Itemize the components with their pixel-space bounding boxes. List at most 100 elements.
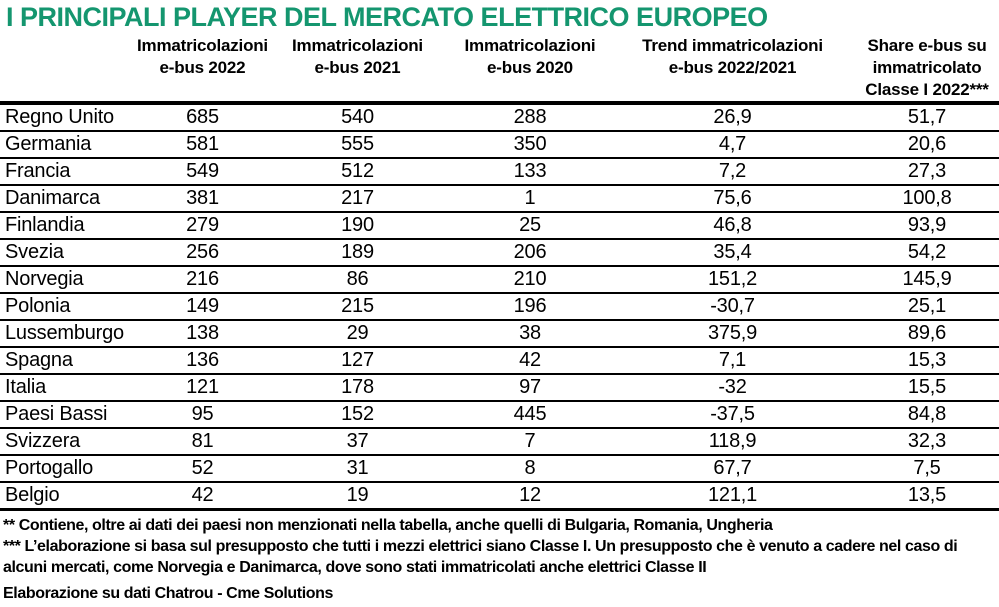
source-credit: Elaborazione su dati Chatrou - Cme Solut… bbox=[3, 585, 333, 602]
country-cell: Francia bbox=[0, 158, 140, 186]
country-cell: Germania bbox=[0, 131, 140, 159]
table-row: Francia 549 512 133 7,2 27,3 bbox=[0, 158, 999, 186]
value-cell: 685 bbox=[140, 103, 265, 132]
column-header: Immatricolazioni e-bus 2022 bbox=[137, 35, 268, 105]
table-row: Belgio 42 19 12 121,1 13,5 bbox=[0, 482, 999, 511]
country-cell: Svizzera bbox=[0, 428, 140, 456]
country-cell: Danimarca bbox=[0, 185, 140, 213]
value-cell: 555 bbox=[265, 131, 450, 159]
country-cell: Paesi Bassi bbox=[0, 401, 140, 429]
table-header: Immatricolazioni e-bus 2022 Immatricolazio… bbox=[0, 35, 999, 105]
value-cell: 52 bbox=[140, 455, 265, 483]
column-header-line: e-bus 2021 bbox=[314, 58, 401, 77]
value-cell: 1 bbox=[450, 185, 610, 213]
table-row: Lussemburgo 138 29 38 375,9 89,6 bbox=[0, 320, 999, 348]
value-cell: 581 bbox=[140, 131, 265, 159]
value-cell: -30,7 bbox=[610, 293, 855, 321]
value-cell: 136 bbox=[140, 347, 265, 375]
value-cell: 97 bbox=[450, 374, 610, 402]
value-cell: 89,6 bbox=[855, 320, 999, 348]
footnotes: ** Contiene, oltre ai dati dei paesi non… bbox=[3, 515, 999, 604]
table-row: Spagna 136 127 42 7,1 15,3 bbox=[0, 347, 999, 375]
value-cell: 189 bbox=[265, 239, 450, 267]
value-cell: -32 bbox=[610, 374, 855, 402]
value-cell: 127 bbox=[265, 347, 450, 375]
value-cell: 95 bbox=[140, 401, 265, 429]
column-header: Immatricolazioni e-bus 2021 bbox=[265, 35, 450, 105]
value-cell: 46,8 bbox=[610, 212, 855, 240]
value-cell: 215 bbox=[265, 293, 450, 321]
value-cell: 210 bbox=[450, 266, 610, 294]
value-cell: 13,5 bbox=[855, 482, 999, 511]
table-row: Polonia 149 215 196 -30,7 25,1 bbox=[0, 293, 999, 321]
country-cell: Regno Unito bbox=[0, 103, 140, 132]
value-cell: 15,5 bbox=[855, 374, 999, 402]
table-row: Germania 581 555 350 4,7 20,6 bbox=[0, 131, 999, 159]
value-cell: 42 bbox=[140, 482, 265, 511]
ebus-market-table: Immatricolazioni e-bus 2022 Immatricolazio… bbox=[0, 35, 999, 511]
table-body: Regno Unito 685 540 288 26,9 51,7 Germania 581 5… bbox=[0, 103, 999, 511]
table-row: Svezia 256 189 206 35,4 54,2 bbox=[0, 239, 999, 267]
table-row: Svizzera 81 37 7 118,9 32,3 bbox=[0, 428, 999, 456]
value-cell: 118,9 bbox=[610, 428, 855, 456]
value-cell: 12 bbox=[450, 482, 610, 511]
value-cell: 149 bbox=[140, 293, 265, 321]
figure-title: I PRINCIPALI PLAYER DEL MERCATO ELETTRIC… bbox=[6, 2, 768, 32]
column-header-line: Share e-bus su bbox=[867, 36, 987, 55]
value-cell: 121 bbox=[140, 374, 265, 402]
column-header-line: immatricolato bbox=[872, 58, 982, 77]
value-cell: 206 bbox=[450, 239, 610, 267]
table-row: Regno Unito 685 540 288 26,9 51,7 bbox=[0, 103, 999, 132]
value-cell: 4,7 bbox=[610, 131, 855, 159]
value-cell: 100,8 bbox=[855, 185, 999, 213]
value-cell: 7,1 bbox=[610, 347, 855, 375]
column-header: Trend immatricolazioni e-bus 2022/2021 bbox=[610, 35, 855, 105]
value-cell: 42 bbox=[450, 347, 610, 375]
value-cell: 121,1 bbox=[610, 482, 855, 511]
table-row: Paesi Bassi 95 152 445 -37,5 84,8 bbox=[0, 401, 999, 429]
column-header-line: Trend immatricolazioni bbox=[642, 36, 823, 55]
table-row: Italia 121 178 97 -32 15,5 bbox=[0, 374, 999, 402]
value-cell: 37 bbox=[265, 428, 450, 456]
value-cell: 381 bbox=[140, 185, 265, 213]
value-cell: 25 bbox=[450, 212, 610, 240]
value-cell: 35,4 bbox=[610, 239, 855, 267]
value-cell: 15,3 bbox=[855, 347, 999, 375]
table-header-row: Immatricolazioni e-bus 2022 Immatricolazio… bbox=[0, 35, 999, 105]
table-row: Danimarca 381 217 1 75,6 100,8 bbox=[0, 185, 999, 213]
value-cell: 75,6 bbox=[610, 185, 855, 213]
footnote-triple-asterisk: *** L’elaborazione si basa sul presuppos… bbox=[3, 538, 958, 576]
value-cell: 93,9 bbox=[855, 212, 999, 240]
column-header-line: Immatricolazioni bbox=[137, 36, 268, 55]
column-header-line: Immatricolazioni bbox=[464, 36, 596, 55]
table-row: Portogallo 52 31 8 67,7 7,5 bbox=[0, 455, 999, 483]
country-cell: Finlandia bbox=[0, 212, 140, 240]
country-cell: Spagna bbox=[0, 347, 140, 375]
value-cell: 19 bbox=[265, 482, 450, 511]
country-cell: Polonia bbox=[0, 293, 140, 321]
table-row: Norvegia 216 86 210 151,2 145,9 bbox=[0, 266, 999, 294]
value-cell: 512 bbox=[265, 158, 450, 186]
value-cell: 145,9 bbox=[855, 266, 999, 294]
value-cell: 25,1 bbox=[855, 293, 999, 321]
value-cell: 540 bbox=[265, 103, 450, 132]
column-header-line: e-bus 2022/2021 bbox=[668, 58, 797, 77]
value-cell: 152 bbox=[265, 401, 450, 429]
value-cell: 7,5 bbox=[855, 455, 999, 483]
value-cell: 29 bbox=[265, 320, 450, 348]
country-cell: Lussemburgo bbox=[0, 320, 140, 348]
country-cell: Norvegia bbox=[0, 266, 140, 294]
value-cell: 7,2 bbox=[610, 158, 855, 186]
value-cell: 20,6 bbox=[855, 131, 999, 159]
value-cell: 31 bbox=[265, 455, 450, 483]
column-header-line: e-bus 2022 bbox=[159, 58, 246, 77]
value-cell: 151,2 bbox=[610, 266, 855, 294]
value-cell: 51,7 bbox=[855, 103, 999, 132]
country-cell: Portogallo bbox=[0, 455, 140, 483]
column-header-country bbox=[0, 35, 140, 105]
value-cell: 196 bbox=[450, 293, 610, 321]
value-cell: 7 bbox=[450, 428, 610, 456]
value-cell: 84,8 bbox=[855, 401, 999, 429]
value-cell: 54,2 bbox=[855, 239, 999, 267]
